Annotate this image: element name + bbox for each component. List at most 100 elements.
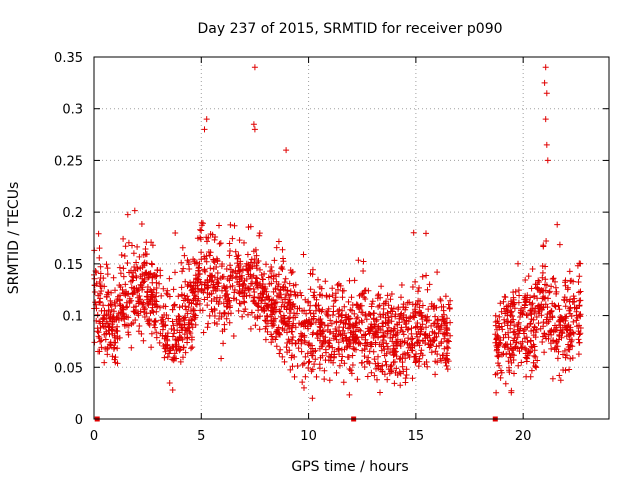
data-point xyxy=(142,251,149,258)
data-point xyxy=(322,357,329,364)
data-point xyxy=(553,288,560,295)
data-point xyxy=(148,344,155,351)
data-point xyxy=(180,354,186,361)
data-point xyxy=(104,291,111,298)
data-point xyxy=(442,331,449,338)
data-point xyxy=(574,314,581,321)
data-point xyxy=(239,313,246,320)
data-point xyxy=(423,272,430,279)
data-point xyxy=(257,313,263,320)
data-point xyxy=(114,345,121,352)
data-point xyxy=(180,265,187,272)
data-point xyxy=(316,291,323,298)
data-point xyxy=(527,321,534,328)
data-point xyxy=(526,299,533,306)
data-point xyxy=(419,302,426,309)
data-point xyxy=(281,303,288,310)
data-point xyxy=(360,290,367,297)
data-point xyxy=(251,294,258,300)
data-point xyxy=(501,320,508,326)
data-point xyxy=(234,279,241,286)
data-point xyxy=(399,355,406,362)
data-point xyxy=(250,121,257,128)
data-point xyxy=(517,325,524,332)
data-point xyxy=(171,350,178,357)
data-point xyxy=(309,345,316,352)
data-point xyxy=(119,311,126,318)
data-point xyxy=(418,347,425,354)
data-point xyxy=(98,288,105,294)
data-point xyxy=(387,363,394,370)
data-point xyxy=(292,281,299,288)
data-point xyxy=(136,323,143,329)
data-point xyxy=(238,289,244,296)
data-point xyxy=(495,360,501,367)
data-point xyxy=(360,268,367,274)
data-point xyxy=(251,300,258,306)
data-point xyxy=(541,295,547,302)
data-point xyxy=(191,258,198,265)
data-point xyxy=(160,285,167,292)
data-point xyxy=(249,263,256,270)
data-point xyxy=(109,318,116,325)
data-point xyxy=(509,313,516,320)
data-point xyxy=(523,358,530,365)
data-point xyxy=(445,345,452,352)
data-point xyxy=(528,367,535,374)
data-point xyxy=(374,295,381,302)
data-point xyxy=(265,296,272,303)
data-point xyxy=(201,281,208,288)
data-point xyxy=(116,264,123,271)
data-point xyxy=(328,320,335,327)
data-point xyxy=(236,273,243,280)
data-point xyxy=(366,310,373,317)
data-point xyxy=(290,301,297,307)
data-point xyxy=(415,297,422,304)
data-point xyxy=(510,357,517,363)
data-point xyxy=(399,363,406,370)
data-point xyxy=(428,303,435,310)
data-point xyxy=(178,284,185,291)
y-tick-label: 0.25 xyxy=(54,154,83,169)
data-point xyxy=(173,316,180,323)
data-point xyxy=(185,296,192,303)
data-point xyxy=(438,303,445,310)
data-point xyxy=(560,351,566,358)
data-point xyxy=(291,353,298,360)
data-point xyxy=(349,352,356,359)
x-tick-label: 10 xyxy=(300,429,317,444)
data-point xyxy=(278,265,285,272)
data-point xyxy=(121,290,128,297)
data-point xyxy=(279,353,286,360)
data-point xyxy=(257,266,263,273)
data-point xyxy=(301,384,307,391)
data-point xyxy=(371,356,378,363)
data-point xyxy=(325,339,332,346)
data-point xyxy=(227,262,233,269)
data-point xyxy=(393,340,400,347)
data-point xyxy=(446,305,453,311)
data-point xyxy=(268,264,275,270)
data-point xyxy=(317,316,324,322)
data-point xyxy=(520,328,527,334)
data-point xyxy=(268,280,275,287)
data-point xyxy=(330,303,337,310)
data-point xyxy=(207,273,214,280)
data-point xyxy=(414,340,421,347)
data-point xyxy=(226,240,233,247)
data-point xyxy=(273,333,280,340)
data-point xyxy=(515,260,521,267)
data-point xyxy=(576,260,583,267)
data-point xyxy=(540,242,547,249)
data-point xyxy=(247,280,254,287)
data-point xyxy=(141,306,148,313)
data-point xyxy=(306,358,313,365)
data-point xyxy=(422,314,429,321)
data-point xyxy=(522,345,528,352)
data-point xyxy=(143,239,150,246)
data-point xyxy=(492,312,499,319)
data-point xyxy=(444,315,450,322)
data-point xyxy=(195,265,202,272)
data-point xyxy=(409,375,416,382)
data-point xyxy=(553,346,560,353)
